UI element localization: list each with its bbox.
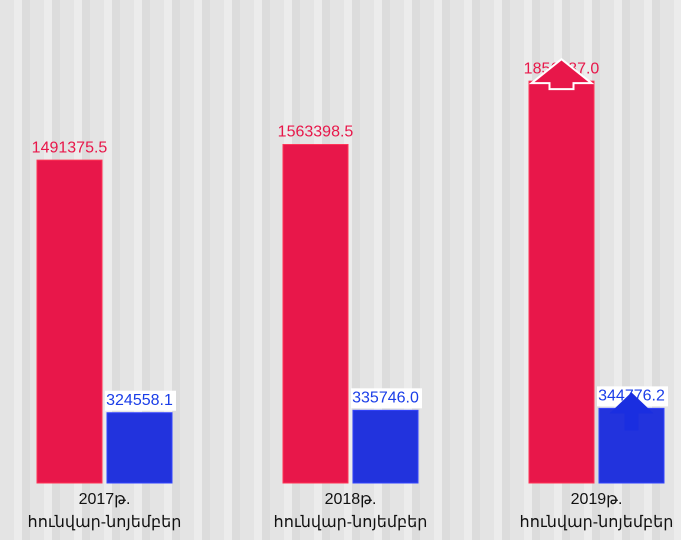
bar — [106, 412, 173, 484]
value-label: 335746.0 — [352, 390, 419, 407]
x-tick-label: 2017թ. հունվար-նոյեմբեր — [27, 491, 182, 531]
x-tick-label: 2019թ. հունվար-նոյեմբեր — [519, 491, 674, 531]
value-label: 1491375.5 — [32, 139, 108, 156]
bar — [36, 159, 103, 484]
arrow — [609, 392, 654, 431]
label-bg — [105, 390, 176, 411]
x-tick-label: 2018թ. հունվար-նոյեմբեր — [273, 491, 428, 531]
value-label: 324558.1 — [106, 392, 173, 409]
bar — [282, 144, 349, 484]
arrow — [528, 57, 595, 91]
bar — [528, 80, 595, 484]
value-label: 1563398.5 — [278, 124, 354, 141]
bar — [352, 409, 419, 484]
label-bg — [351, 388, 422, 409]
